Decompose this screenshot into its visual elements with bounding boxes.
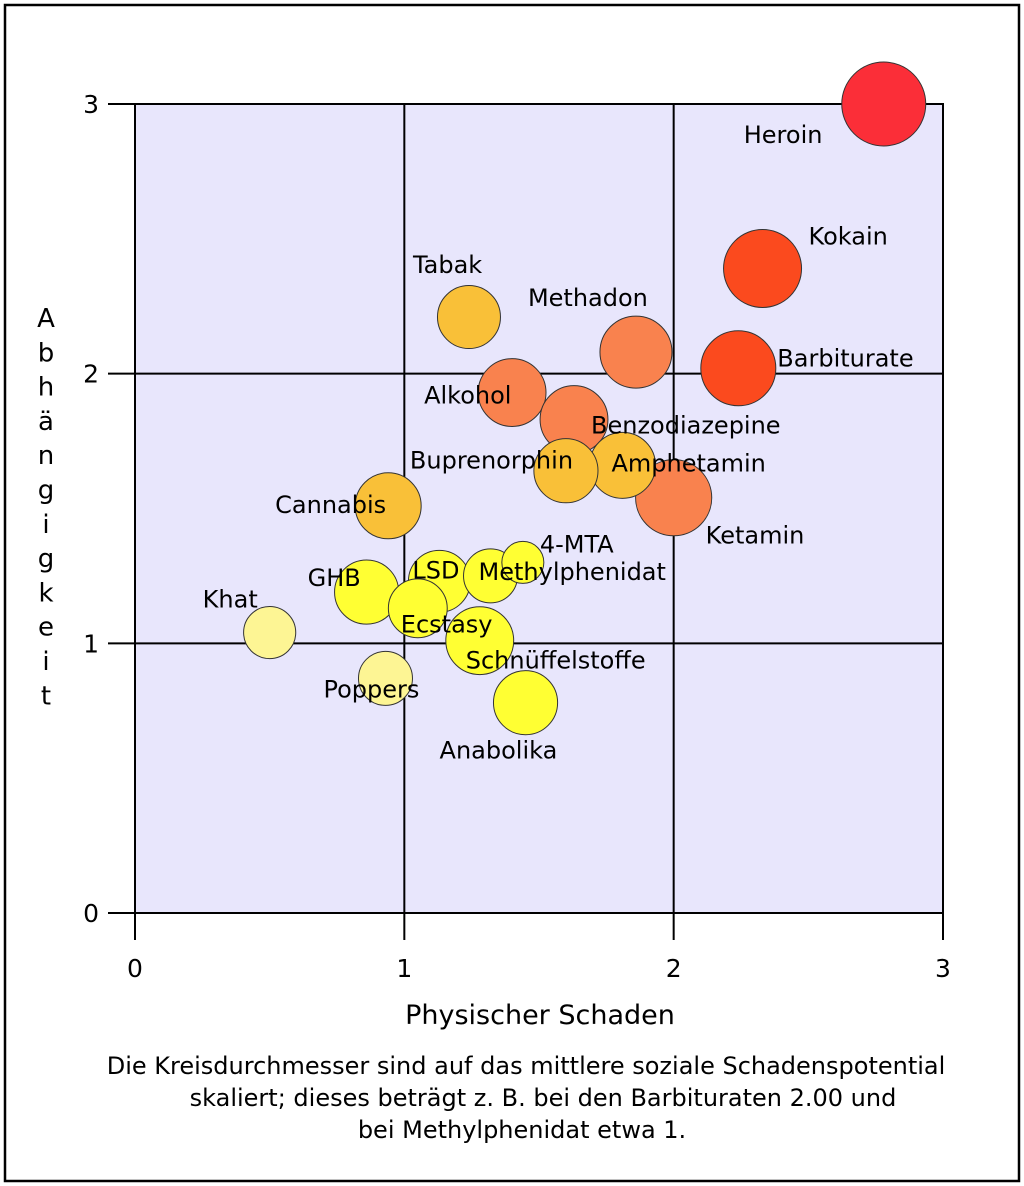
bubble-label: Schnüffelstoffe bbox=[466, 647, 646, 675]
y-axis-label-letter: b bbox=[38, 338, 55, 368]
bubble-label: Heroin bbox=[744, 121, 823, 149]
bubble-schnüffelstoffe bbox=[445, 606, 515, 676]
bubble-label: Anabolika bbox=[440, 737, 558, 765]
y-axis-label-letter: t bbox=[41, 681, 51, 711]
x-tick-label: 1 bbox=[396, 954, 412, 983]
bubble-label: Benzodiazepine bbox=[591, 412, 781, 440]
bubble-label: Ecstasy bbox=[401, 610, 493, 638]
bubble-label: Amphetamin bbox=[611, 449, 765, 477]
y-axis-label-letter: A bbox=[37, 304, 55, 334]
caption-line-2: skaliert; dieses beträgt z. B. bei den B… bbox=[190, 1084, 897, 1112]
bubble-poppers bbox=[357, 650, 413, 706]
y-tick-label: 2 bbox=[83, 360, 99, 389]
bubble-labels: Heroin Kokain Barbiturate Methadon Tabak Alko… bbox=[203, 121, 914, 765]
y-axis-label-letter: g bbox=[38, 544, 55, 574]
bubble-methadon bbox=[599, 315, 673, 389]
bubble-label: Barbiturate bbox=[777, 344, 913, 372]
bubble-ecstasy bbox=[387, 578, 448, 639]
bubble-4-mta bbox=[501, 540, 545, 584]
x-tick-label: 0 bbox=[127, 954, 143, 983]
y-axis-label-letter: i bbox=[42, 510, 49, 540]
y-tick-label: 1 bbox=[83, 629, 99, 658]
bubble-ketamin bbox=[635, 459, 713, 537]
x-tick-label: 2 bbox=[666, 954, 682, 983]
bubble-kokain bbox=[723, 228, 803, 308]
bubble-heroin bbox=[841, 61, 927, 147]
bubble-label: Methadon bbox=[528, 284, 648, 312]
bubble-label: Buprenorphin bbox=[410, 447, 573, 475]
y-tick-label: 3 bbox=[83, 90, 99, 119]
x-axis-label: Physischer Schaden bbox=[405, 1000, 675, 1031]
y-axis-label-letter: e bbox=[38, 613, 54, 643]
bubble-buprenorphin bbox=[533, 438, 599, 504]
bubble-label: LSD bbox=[412, 556, 459, 584]
bubble-label: GHB bbox=[308, 564, 361, 592]
bubble-barbiturate bbox=[700, 330, 777, 407]
y-axis-label-letter: k bbox=[38, 578, 53, 608]
plot-area bbox=[134, 103, 944, 914]
bubble-cannabis bbox=[354, 472, 422, 540]
x-tick-label: 3 bbox=[935, 954, 951, 983]
bubble-khat bbox=[243, 605, 297, 660]
bubble-anabolika bbox=[492, 670, 559, 736]
y-axis-label-letter: g bbox=[38, 476, 55, 506]
bubble-label: Ketamin bbox=[706, 522, 805, 550]
y-tick-label: 0 bbox=[83, 899, 99, 928]
bubble-label: Tabak bbox=[412, 251, 482, 279]
y-axis-label-letter: h bbox=[38, 373, 54, 403]
bubbles bbox=[243, 61, 927, 736]
caption-line-3: bei Methylphenidat etwa 1. bbox=[358, 1116, 686, 1144]
ticks: 0 1 2 3 0 1 2 3 bbox=[83, 90, 951, 983]
bubble-label: Cannabis bbox=[275, 491, 386, 519]
bubble-label: Khat bbox=[203, 586, 258, 614]
bubble-tabak bbox=[436, 285, 501, 350]
y-axis-label-letter: i bbox=[42, 647, 49, 677]
y-axis-label-letter: ä bbox=[38, 407, 54, 437]
caption-line-1: Die Kreisdurchmesser sind auf das mittle… bbox=[107, 1052, 946, 1080]
y-axis-label-letter: n bbox=[38, 441, 54, 471]
bubble-label: Methylphenidat bbox=[479, 558, 666, 586]
bubble-label: Poppers bbox=[323, 675, 419, 703]
bubble-alkohol bbox=[477, 358, 547, 427]
bubble-label: 4-MTA bbox=[540, 530, 614, 558]
bubble-label: Kokain bbox=[809, 222, 888, 250]
bubble-label: Alkohol bbox=[424, 382, 511, 410]
